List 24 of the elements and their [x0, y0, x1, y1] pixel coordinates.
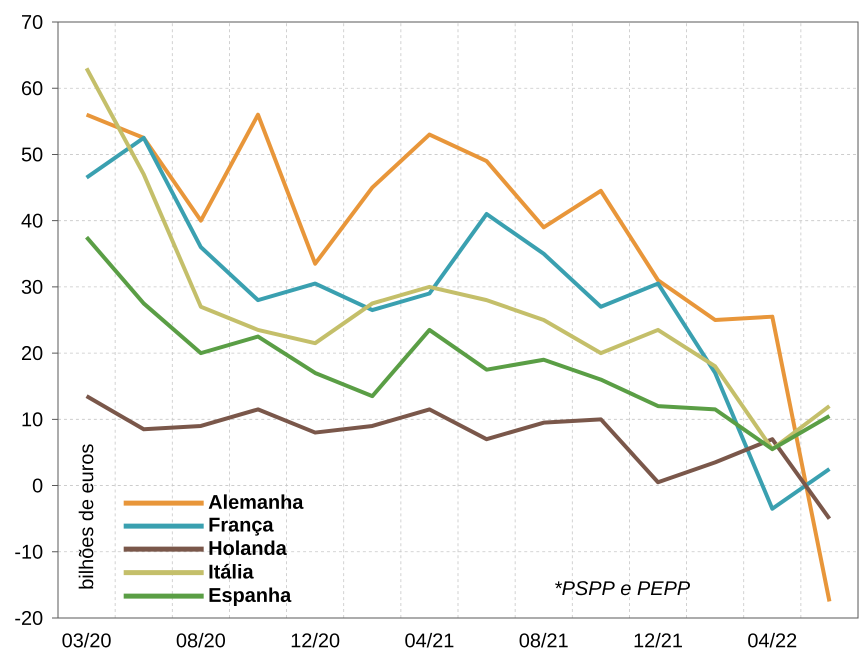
y-tick-label: 60 — [22, 81, 42, 96]
y-tick-label: 50 — [22, 147, 42, 162]
legend-label: Espanha — [210, 587, 292, 606]
y-tick-label: 30 — [22, 280, 42, 294]
legend-label: Holanda — [210, 540, 287, 556]
y-tick-label: 70 — [22, 14, 42, 30]
x-tick-label: 08/21 — [520, 632, 568, 648]
annotation: *PSPP e PEPP — [555, 581, 690, 596]
legend-label: Itália — [210, 564, 254, 579]
y-tick-label: 40 — [21, 214, 42, 228]
y-axis-title: bilhões de euros — [78, 444, 94, 589]
legend-label: Alemanha — [208, 494, 304, 509]
x-tick-label: 03/20 — [62, 632, 111, 648]
x-tick-label: 08/20 — [176, 632, 225, 648]
x-tick-label: 04/21 — [405, 632, 454, 648]
y-tick-label: -20 — [15, 610, 42, 626]
y-tick-label: -10 — [15, 544, 42, 559]
x-tick-label: 12/20 — [292, 632, 340, 648]
x-tick-label: 04/22 — [748, 632, 796, 648]
x-tick-label: 12/21 — [634, 632, 682, 648]
y-tick-label: 0 — [32, 478, 42, 493]
y-tick-label: 20 — [22, 346, 42, 360]
legend-label: França — [210, 518, 274, 536]
y-tick-label: 10 — [22, 412, 42, 426]
